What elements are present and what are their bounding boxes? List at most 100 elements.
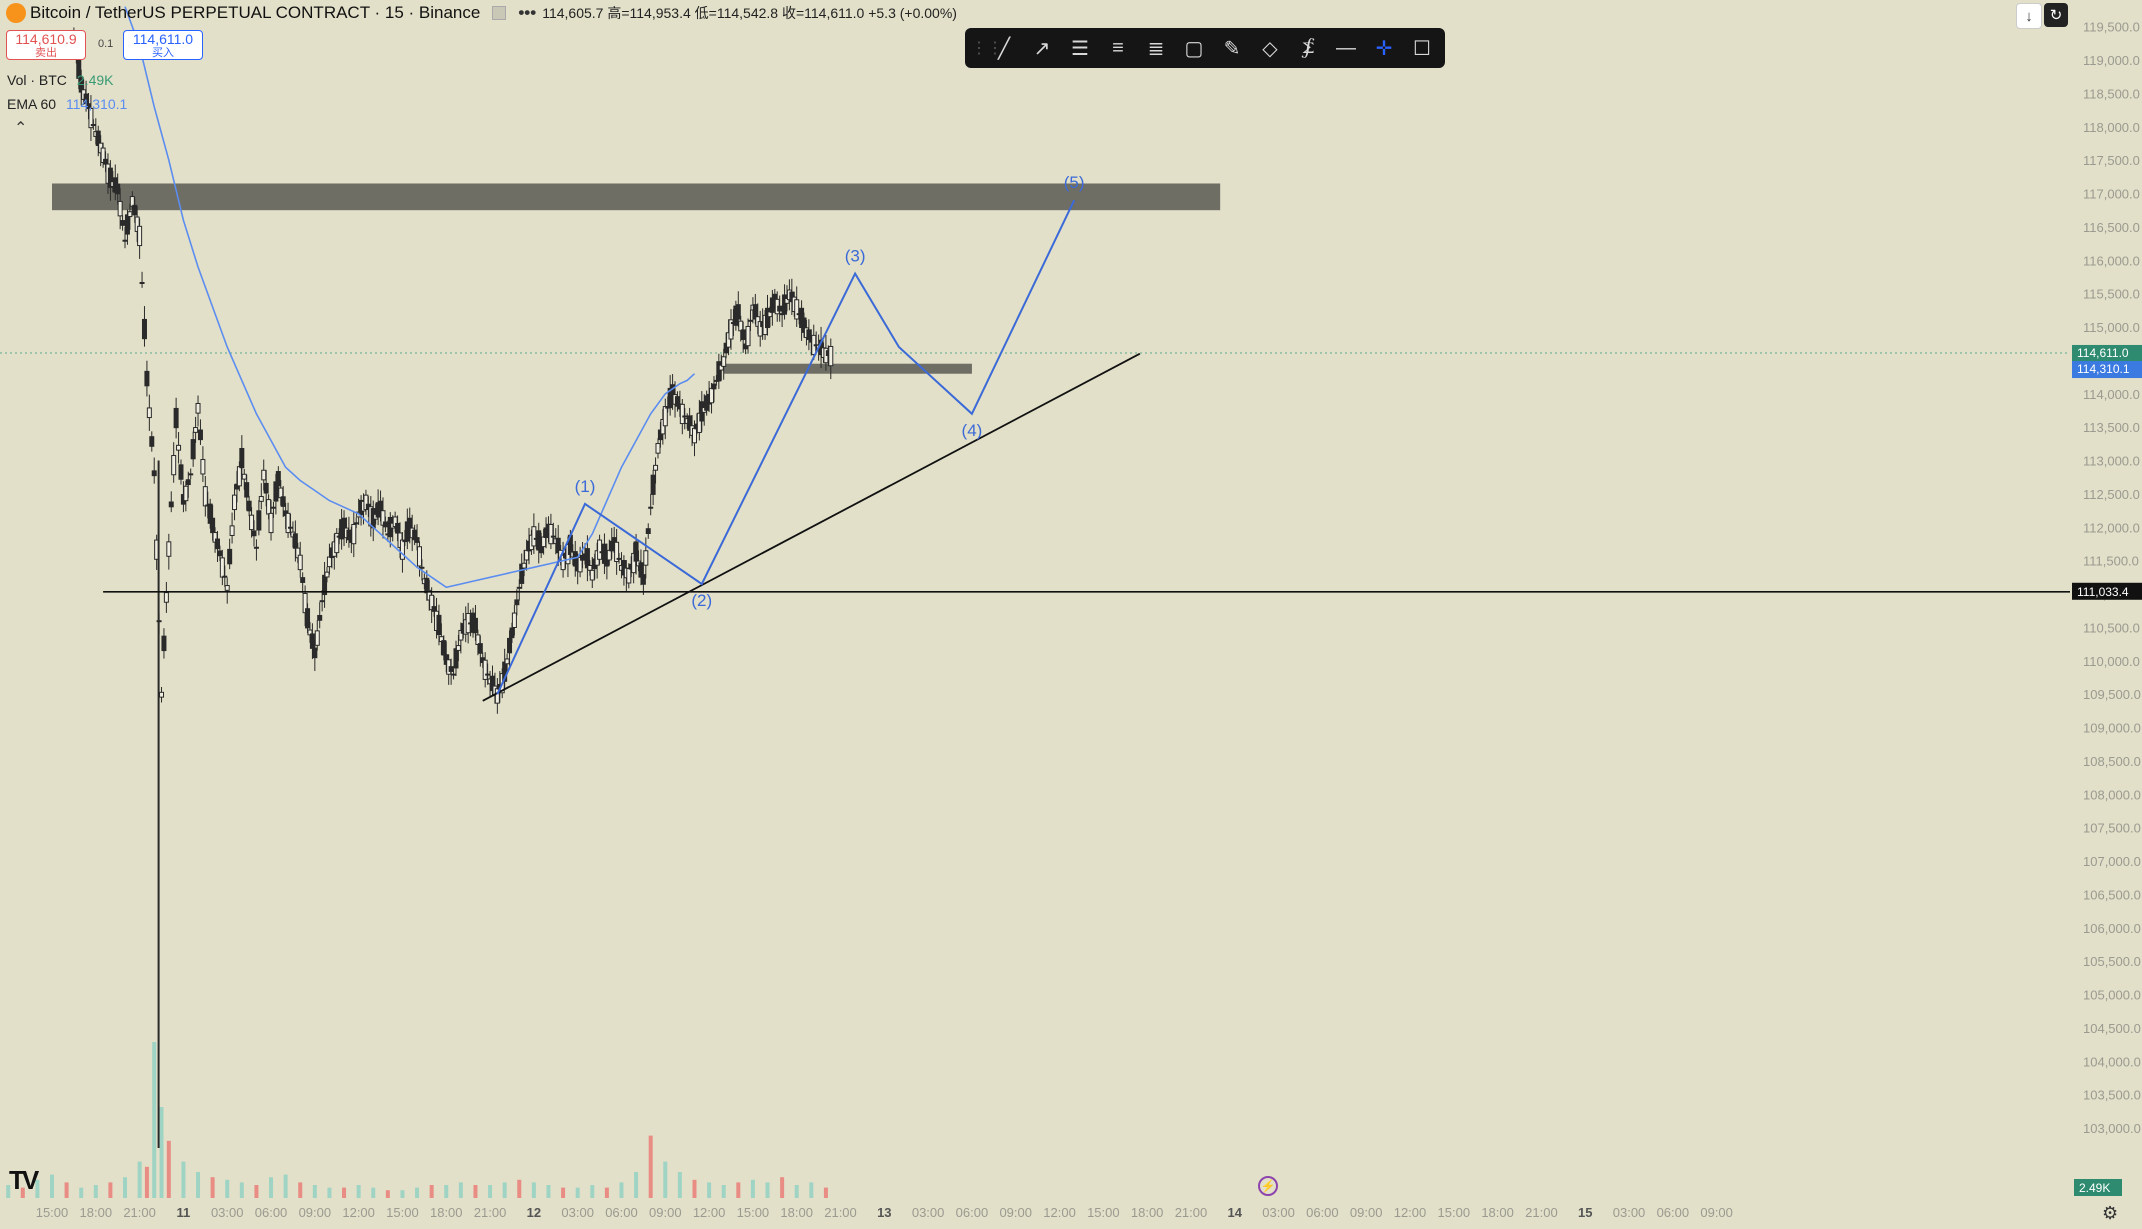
symbol-title[interactable]: Bitcoin / TetherUS PERPETUAL CONTRACT · … bbox=[30, 3, 481, 22]
candle-body bbox=[441, 640, 447, 656]
sell-label: 卖出 bbox=[35, 47, 57, 59]
price-tick-label: 109,500.0 bbox=[2083, 687, 2141, 702]
candle bbox=[176, 431, 182, 464]
candle bbox=[246, 495, 252, 517]
parallel-channel-icon[interactable]: ≡ bbox=[1112, 36, 1124, 59]
candle bbox=[127, 203, 133, 230]
candle bbox=[514, 589, 520, 616]
time-tick-label: 06:00 bbox=[605, 1205, 638, 1220]
candle-body bbox=[511, 612, 517, 628]
volume-bar bbox=[6, 1185, 11, 1198]
candle-body bbox=[414, 537, 420, 543]
time-tick-label: 12 bbox=[527, 1205, 541, 1220]
pattern-icon[interactable]: ◇ bbox=[1262, 37, 1278, 60]
time-tick-label: 21:00 bbox=[123, 1205, 156, 1220]
minor-support-zone[interactable] bbox=[723, 363, 972, 374]
candle bbox=[653, 457, 659, 484]
candle-body bbox=[256, 510, 262, 531]
candle-body bbox=[229, 525, 235, 536]
candle bbox=[202, 475, 208, 517]
candle-body bbox=[149, 436, 155, 447]
candle-body bbox=[129, 196, 135, 207]
candle-body bbox=[176, 444, 182, 451]
ascending-trendline[interactable] bbox=[482, 352, 1141, 702]
candle-body bbox=[747, 319, 753, 322]
sell-price: 114,610.9 bbox=[15, 31, 77, 47]
chevron-up-icon[interactable]: ⌃ bbox=[14, 120, 28, 137]
candle-body bbox=[227, 548, 233, 565]
sell-button[interactable]: 114,610.9 卖出 bbox=[6, 30, 86, 60]
candle bbox=[171, 442, 177, 483]
trend-line-icon[interactable]: ╱ bbox=[997, 37, 1011, 60]
candle-body bbox=[305, 608, 311, 629]
gear-icon[interactable]: ⚙ bbox=[2102, 1203, 2119, 1223]
candle-body bbox=[239, 447, 245, 469]
candle-body bbox=[217, 550, 223, 557]
price-tick-label: 110,000.0 bbox=[2083, 654, 2140, 669]
volume-bar bbox=[137, 1161, 142, 1198]
candle bbox=[414, 524, 420, 551]
brush-icon[interactable]: ✎ bbox=[1223, 37, 1241, 60]
buy-button[interactable]: 114,611.0 买入 bbox=[123, 30, 203, 60]
time-tick-label: 09:00 bbox=[1700, 1205, 1733, 1220]
symbol-square-icon[interactable] bbox=[492, 6, 507, 20]
candle-body bbox=[626, 568, 632, 584]
candle-body bbox=[541, 536, 547, 548]
time-tick-label: 09:00 bbox=[999, 1205, 1032, 1220]
candle bbox=[232, 484, 238, 521]
time-tick-label: 03:00 bbox=[1262, 1205, 1295, 1220]
candle bbox=[806, 319, 812, 351]
elliott-wave-path[interactable] bbox=[496, 199, 1076, 695]
candle-body bbox=[516, 586, 522, 589]
volume-bar bbox=[604, 1187, 609, 1198]
candle-body bbox=[682, 415, 688, 418]
candle-body bbox=[268, 512, 274, 534]
resistance-zone[interactable] bbox=[52, 183, 1221, 211]
ray-icon[interactable]: ↗ bbox=[1033, 37, 1051, 60]
candle bbox=[253, 539, 259, 561]
candle-body bbox=[531, 526, 537, 547]
candle-body bbox=[171, 455, 177, 476]
volume-bar bbox=[707, 1182, 712, 1198]
price-tick-label: 107,500.0 bbox=[2083, 821, 2141, 836]
sync-icon[interactable]: ↻ bbox=[2044, 3, 2068, 27]
chart-header: Bitcoin / TetherUS PERPETUAL CONTRACT · … bbox=[0, 0, 957, 26]
tradingview-logo: TV bbox=[9, 1165, 39, 1195]
ema-indicator-legend[interactable]: EMA 60 114,310.1 bbox=[7, 96, 127, 112]
candle bbox=[300, 572, 306, 594]
candle-body bbox=[236, 466, 242, 487]
candle-body bbox=[300, 577, 306, 583]
rectangle-icon[interactable]: ▢ bbox=[1184, 37, 1204, 60]
candle bbox=[146, 394, 152, 431]
ema-price-badge-text: 114,310.1 bbox=[2077, 362, 2130, 376]
drag-handle-icon[interactable]: ⋮⋮ bbox=[971, 40, 1003, 57]
candle-body bbox=[324, 571, 330, 578]
volume-bar bbox=[225, 1179, 230, 1198]
candle-body bbox=[431, 606, 437, 612]
time-tick-label: 15:00 bbox=[1438, 1205, 1471, 1220]
candle-body bbox=[378, 500, 384, 512]
volume-bar bbox=[108, 1182, 113, 1198]
last-price-badge-text: 114,611.0 bbox=[2077, 346, 2129, 360]
time-tick-label: 21:00 bbox=[1175, 1205, 1208, 1220]
price-tick-label: 112,000.0 bbox=[2083, 520, 2140, 535]
wave-label: (2) bbox=[691, 591, 712, 610]
candle bbox=[662, 398, 668, 440]
pitchfork-icon[interactable]: ≣ bbox=[1147, 37, 1165, 60]
download-icon[interactable]: ↓ bbox=[2016, 3, 2042, 29]
volume-bar bbox=[159, 1107, 164, 1198]
horizontal-lines-icon[interactable]: ☰ bbox=[1071, 37, 1089, 60]
candle-body bbox=[650, 474, 656, 495]
callout-icon[interactable]: ☐ bbox=[1413, 37, 1431, 60]
fib-icon[interactable]: ⨋ bbox=[1301, 36, 1315, 59]
candle bbox=[178, 459, 184, 485]
crosshair-icon[interactable]: ✛ bbox=[1375, 37, 1393, 60]
candle-body bbox=[151, 470, 157, 477]
horizontal-line-icon[interactable]: — bbox=[1336, 36, 1356, 59]
volume-indicator-legend[interactable]: Vol · BTC 2.49K bbox=[7, 72, 114, 88]
more-menu-button[interactable]: ••• bbox=[518, 3, 537, 22]
candle-body bbox=[292, 533, 298, 549]
time-tick-label: 03:00 bbox=[912, 1205, 945, 1220]
bolt-icon[interactable]: ⚡ bbox=[1258, 1176, 1278, 1196]
